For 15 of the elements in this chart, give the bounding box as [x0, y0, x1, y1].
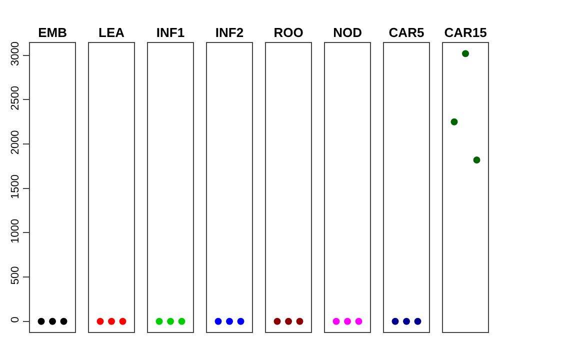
- y-tick-label: 1500: [10, 174, 22, 199]
- y-tick-label: 3000: [10, 42, 22, 66]
- x-tick-label: ROO: [274, 24, 304, 40]
- x-tick-label: NOD: [333, 24, 362, 40]
- y-tick-label: 0: [10, 316, 22, 323]
- x-tick-label: INF2: [215, 24, 244, 40]
- x-tick-label: INF1: [156, 24, 185, 40]
- y-tick-label: 1000: [10, 218, 22, 244]
- x-tick-label: CAR5: [388, 24, 424, 40]
- y-tick-label: 2000: [10, 130, 22, 155]
- y-tick-label: 500: [10, 266, 22, 285]
- x-tick-label: CAR15: [444, 24, 487, 40]
- x-tick-label: EMB: [38, 24, 67, 40]
- y-tick-label: 2500: [10, 86, 22, 110]
- x-tick-label: LEA: [98, 24, 126, 40]
